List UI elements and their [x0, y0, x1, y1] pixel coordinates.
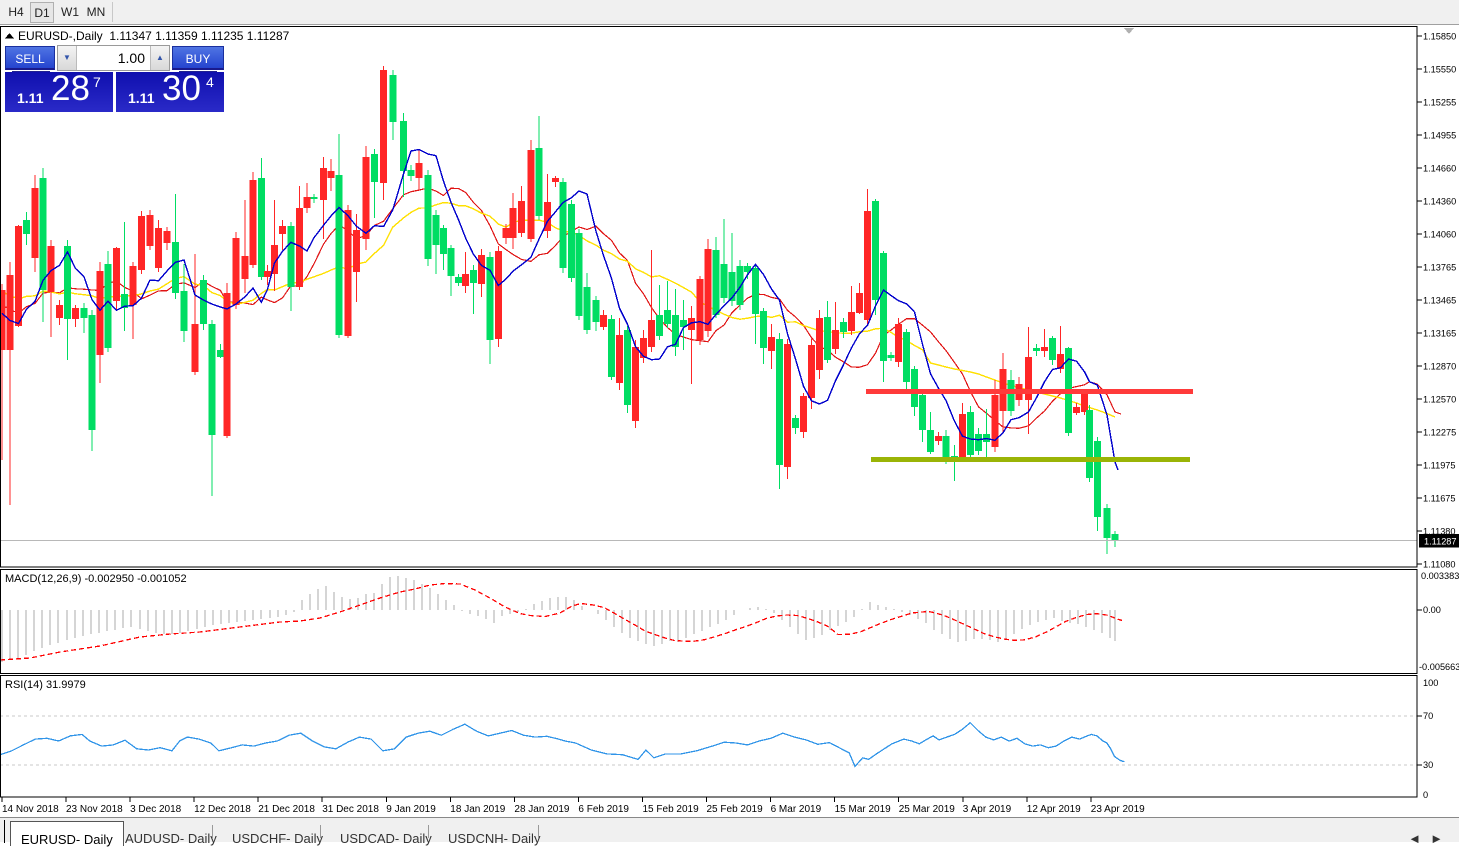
svg-text:12 Dec 2018: 12 Dec 2018 [194, 804, 251, 815]
svg-text:1.13165: 1.13165 [1423, 329, 1456, 339]
svg-text:1.15550: 1.15550 [1423, 65, 1456, 75]
svg-text:9 Jan 2019: 9 Jan 2019 [386, 804, 436, 815]
svg-text:18 Jan 2019: 18 Jan 2019 [450, 804, 505, 815]
svg-text:70: 70 [1423, 711, 1433, 721]
svg-text:14 Nov 2018: 14 Nov 2018 [2, 804, 59, 815]
svg-text:0: 0 [1423, 790, 1428, 800]
svg-text:30: 30 [1423, 760, 1433, 770]
svg-text:3 Apr 2019: 3 Apr 2019 [963, 804, 1012, 815]
svg-text:1.11975: 1.11975 [1423, 461, 1456, 471]
svg-text:1.12570: 1.12570 [1423, 395, 1456, 405]
svg-text:-0.005663: -0.005663 [1419, 662, 1459, 672]
svg-text:1.12870: 1.12870 [1423, 362, 1456, 372]
svg-text:1.14060: 1.14060 [1423, 230, 1456, 240]
svg-text:25 Mar 2019: 25 Mar 2019 [899, 804, 956, 815]
svg-text:15 Mar 2019: 15 Mar 2019 [835, 804, 892, 815]
svg-text:1.11080: 1.11080 [1423, 560, 1456, 570]
svg-text:28 Jan 2019: 28 Jan 2019 [514, 804, 569, 815]
svg-text:1.12275: 1.12275 [1423, 428, 1456, 438]
svg-text:15 Feb 2019: 15 Feb 2019 [643, 804, 700, 815]
svg-text:12 Apr 2019: 12 Apr 2019 [1027, 804, 1081, 815]
svg-text:100: 100 [1423, 678, 1438, 688]
svg-text:RSI(14) 31.9979: RSI(14) 31.9979 [5, 679, 86, 691]
svg-text:1.11675: 1.11675 [1423, 494, 1456, 504]
svg-text:23 Apr 2019: 23 Apr 2019 [1091, 804, 1145, 815]
svg-text:31 Dec 2018: 31 Dec 2018 [322, 804, 379, 815]
svg-text:6 Feb 2019: 6 Feb 2019 [578, 804, 629, 815]
svg-text:1.13465: 1.13465 [1423, 296, 1456, 306]
svg-text:3 Dec 2018: 3 Dec 2018 [130, 804, 182, 815]
svg-text:6 Mar 2019: 6 Mar 2019 [771, 804, 822, 815]
svg-text:21 Dec 2018: 21 Dec 2018 [258, 804, 315, 815]
svg-text:EURUSD-,Daily 1.11347 1.11359: EURUSD-,Daily 1.11347 1.11359 1.11235 1.… [18, 29, 290, 43]
svg-text:1.14660: 1.14660 [1423, 164, 1456, 174]
svg-text:1.13765: 1.13765 [1423, 263, 1456, 273]
svg-text:1.14360: 1.14360 [1423, 197, 1456, 207]
svg-text:23 Nov 2018: 23 Nov 2018 [66, 804, 123, 815]
svg-text:0.00: 0.00 [1423, 605, 1441, 615]
svg-text:1.15255: 1.15255 [1423, 98, 1456, 108]
svg-text:1.11287: 1.11287 [1424, 537, 1457, 547]
svg-text:1.11380: 1.11380 [1423, 527, 1456, 537]
svg-text:1.15850: 1.15850 [1423, 32, 1456, 42]
svg-text:MACD(12,26,9) -0.002950 -0.001: MACD(12,26,9) -0.002950 -0.001052 [5, 573, 187, 585]
svg-text:0.003383: 0.003383 [1421, 571, 1459, 581]
svg-text:25 Feb 2019: 25 Feb 2019 [707, 804, 764, 815]
svg-text:1.14955: 1.14955 [1423, 131, 1456, 141]
